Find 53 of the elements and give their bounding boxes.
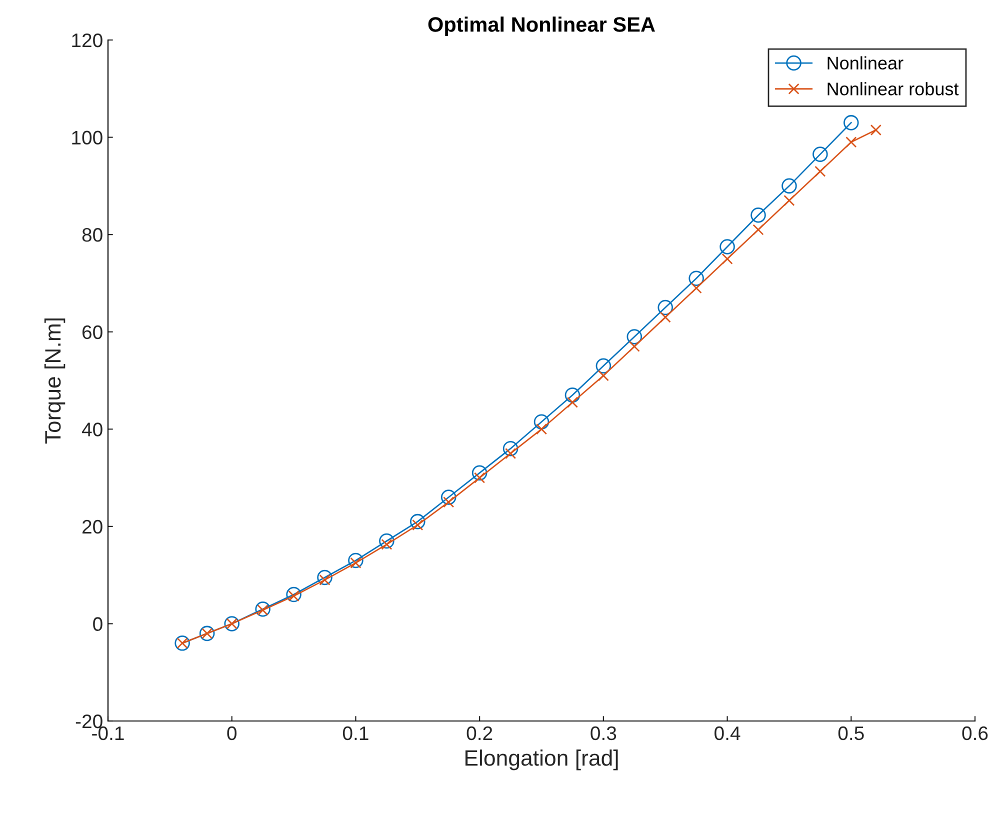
point (750, 207, 766, 223)
point (534, 414, 550, 430)
point (658, 300, 673, 316)
point (317, 570, 332, 586)
y-tick-label: 0 (93, 617, 102, 631)
x-axis-title: Elongation [rad] (465, 750, 618, 770)
x-tick-label: 0.6 (962, 726, 988, 740)
y-tick-label: 60 (82, 325, 102, 340)
point (846, 136, 857, 148)
chart-title: Optimal Nonlinear SEA (428, 16, 655, 36)
point (814, 166, 826, 177)
point (440, 490, 456, 505)
x-tick-label: 0 (227, 726, 237, 740)
point (502, 440, 518, 456)
point (379, 533, 394, 549)
point (720, 239, 735, 254)
point (782, 178, 797, 194)
x-tick-label: 0.2 (466, 726, 492, 740)
point (660, 312, 671, 323)
point (628, 340, 640, 352)
x-tick-label: -0.1 (92, 726, 124, 740)
x-tick-label: 0.5 (838, 726, 864, 740)
x-tick-label: 0.4 (714, 726, 740, 740)
y-axis-title: Torque [N.m] (44, 318, 66, 444)
y-tick-label: 20 (82, 520, 102, 534)
point (690, 282, 702, 294)
point (596, 358, 612, 374)
y-tick-label: 120 (72, 33, 102, 48)
x-tick-label: 0.3 (590, 726, 616, 740)
point (564, 387, 580, 403)
point (536, 424, 548, 435)
point (255, 601, 270, 617)
legend-label: Nonlinear (828, 56, 904, 70)
point (348, 552, 364, 568)
y-tick-label: 100 (72, 130, 102, 145)
y-tick-label: 40 (82, 422, 102, 436)
point (566, 396, 578, 408)
point (870, 124, 882, 136)
point (688, 270, 704, 286)
point (626, 329, 642, 344)
point (812, 146, 828, 162)
point (410, 514, 426, 530)
point (722, 253, 733, 264)
point (472, 465, 488, 481)
point (286, 586, 302, 602)
point (844, 115, 859, 130)
legend-label: Nonlinear robust (828, 82, 959, 96)
y-tick-label: 80 (82, 228, 102, 242)
x-tick-label: 0.1 (342, 726, 368, 740)
point (784, 194, 795, 206)
y-tick-label: -20 (76, 714, 102, 728)
point (752, 224, 764, 236)
point (598, 370, 609, 382)
